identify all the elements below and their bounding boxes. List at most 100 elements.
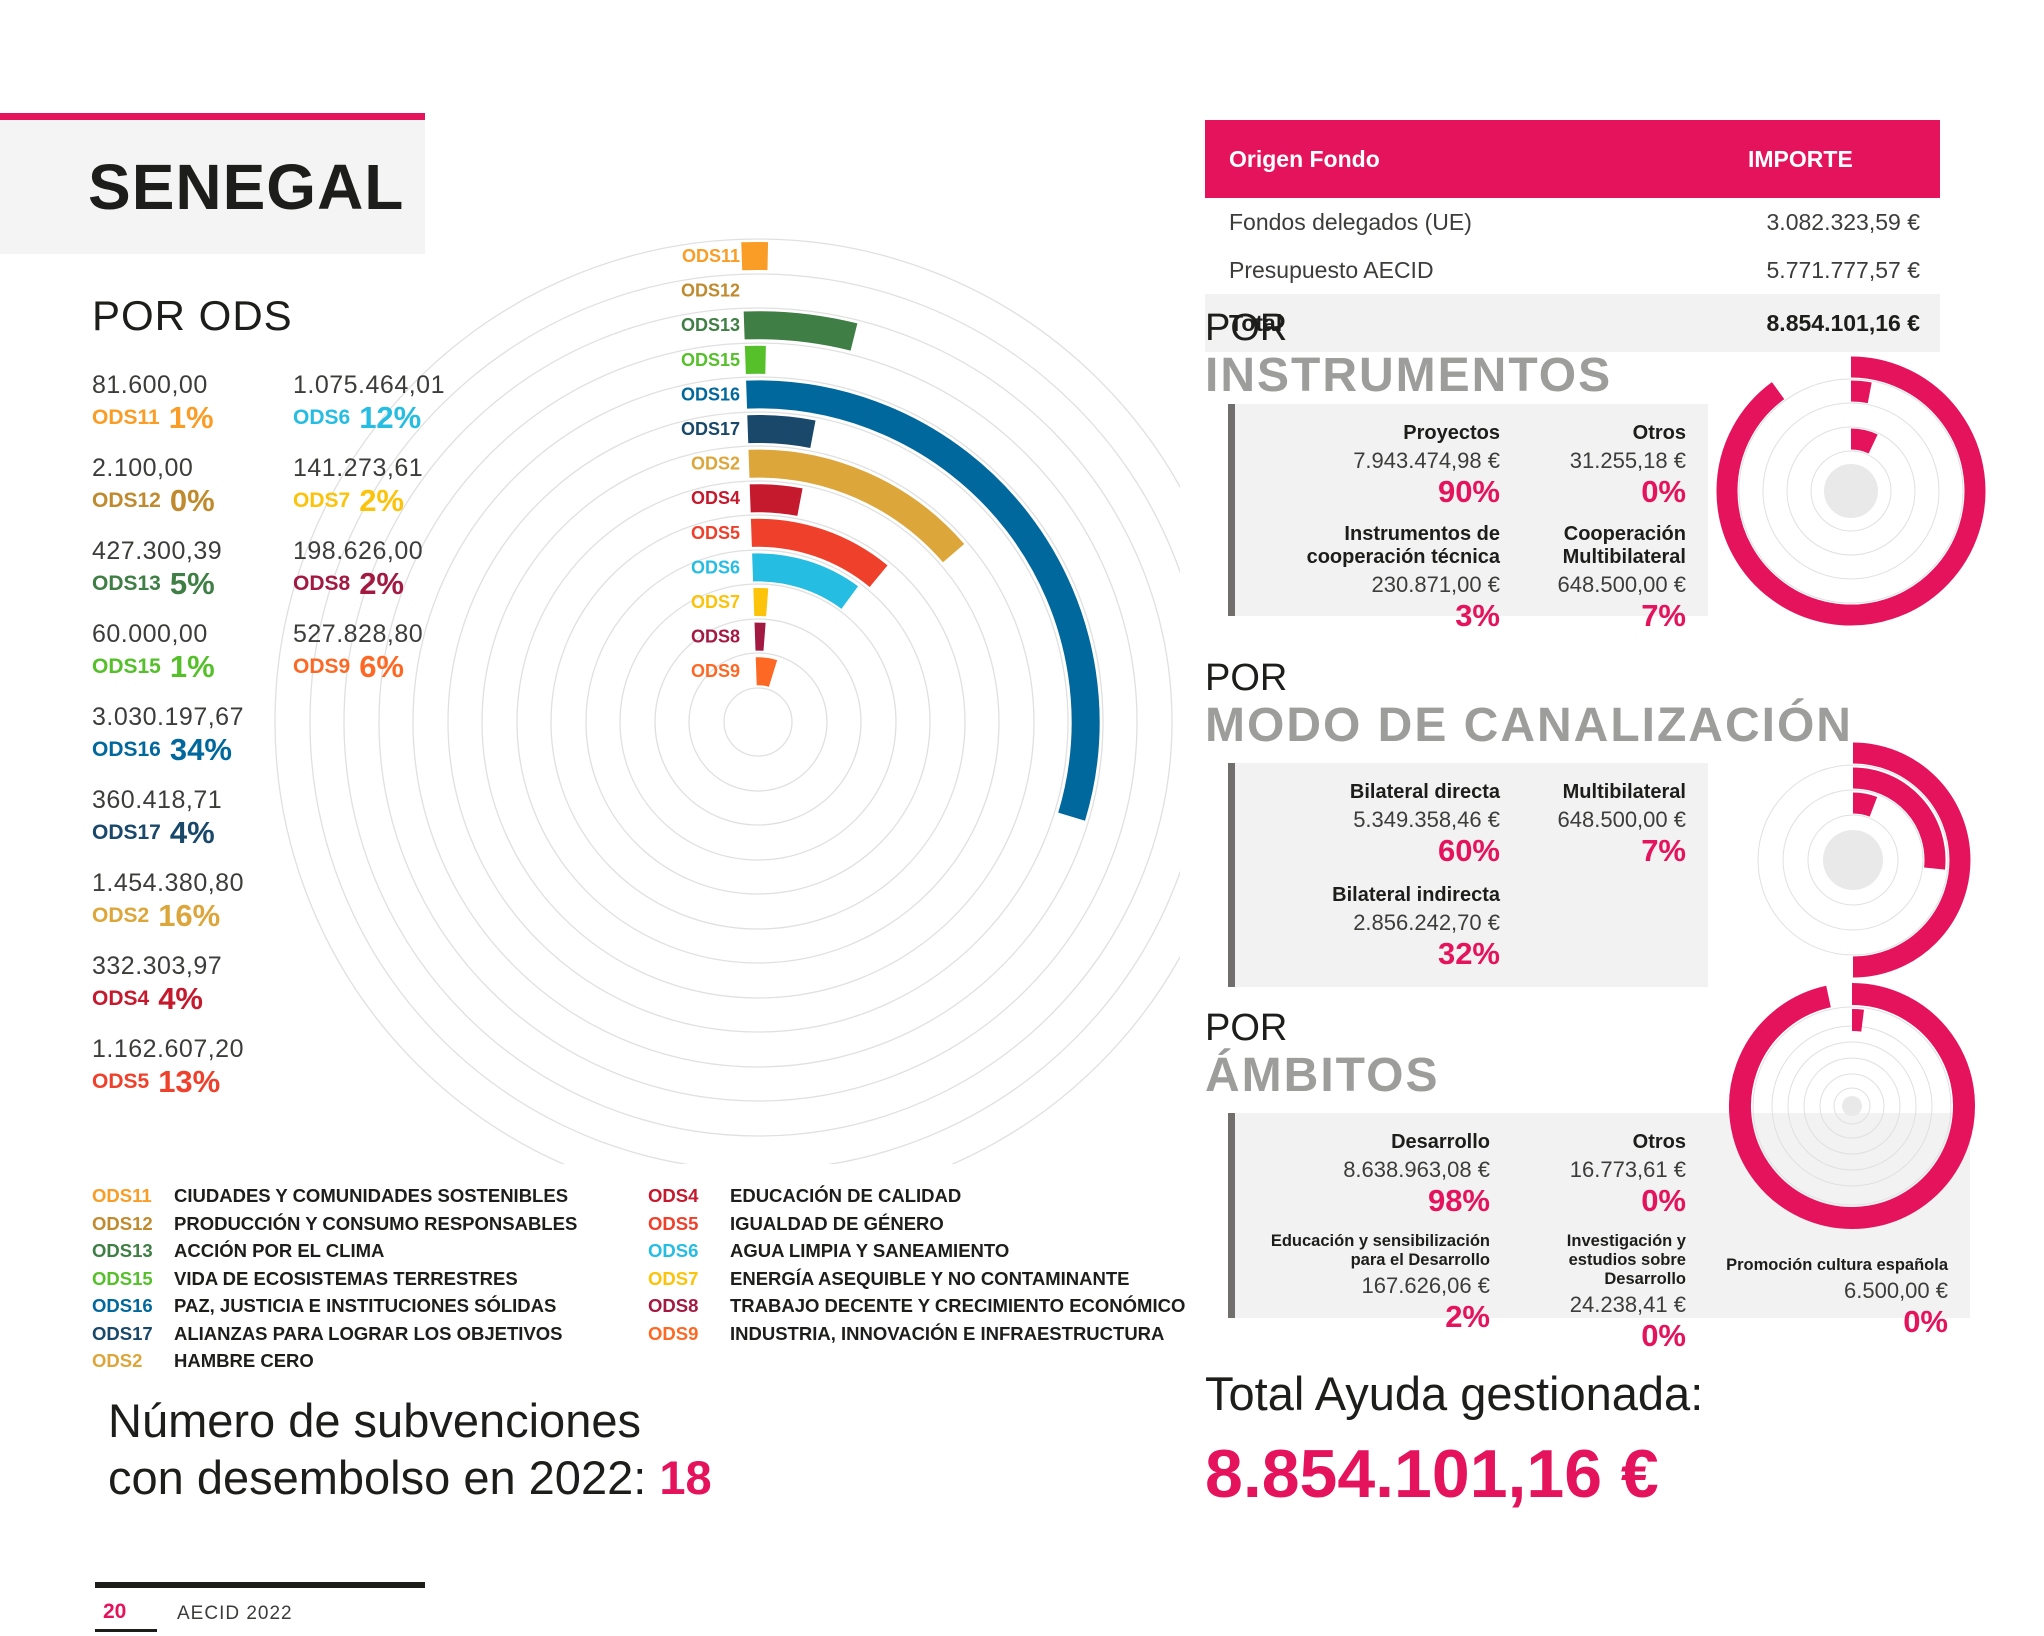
funding-table-header: Origen Fondo IMPORTE: [1205, 120, 1940, 198]
ods-stat-pct: 2%: [359, 566, 404, 601]
ods-legend-column-2: ODS4 EDUCACIÓN DE CALIDAD ODS5 IGUALDAD DE…: [648, 1186, 1185, 1343]
ods-stats-right-column: 1.075.464,01 ODS6 12% 141.273,61 ODS7 2% 198…: [293, 370, 445, 685]
legend-code: ODS9: [648, 1322, 699, 1344]
ods-stat: 360.418,71 ODS17 4%: [92, 785, 244, 851]
svg-text:ODS12: ODS12: [681, 281, 740, 301]
ods-stat-code: ODS8: [293, 572, 351, 595]
stat-block: Desarrollo 8.638.963,08 €98%: [1343, 1131, 1490, 1218]
stat-block: Bilateral indirecta 2.856.242,70 €32%: [1332, 884, 1500, 971]
section-title: ÁMBITOS: [1205, 1049, 1440, 1102]
subvenciones-count: 18: [659, 1451, 712, 1504]
canalizacion-heading: POR MODO DE CANALIZACIÓN: [1205, 656, 1853, 752]
ods-stat-value: 1.454.380,80: [92, 869, 244, 897]
svg-text:ODS16: ODS16: [681, 384, 740, 404]
svg-text:ODS9: ODS9: [691, 661, 740, 681]
legend-code: ODS12: [92, 1212, 153, 1234]
svg-text:ODS17: ODS17: [681, 419, 740, 439]
stat-block: Proyectos 7.943.474,98 €90%: [1353, 422, 1500, 509]
svg-text:ODS8: ODS8: [691, 627, 740, 647]
legend-label: PAZ, JUSTICIA E INSTITUCIONES SÓLIDAS: [174, 1295, 557, 1316]
legend-code: ODS15: [92, 1267, 153, 1289]
ods-stat-pct: 5%: [169, 566, 215, 601]
subvenciones-line1: Número de subvenciones: [108, 1394, 641, 1447]
svg-text:ODS2: ODS2: [691, 454, 740, 474]
ods-stat-value: 360.418,71: [92, 786, 223, 814]
ods-stat: 60.000,00 ODS15 1%: [92, 619, 244, 685]
funding-total-label: Total: [1229, 309, 1283, 336]
ods-stat-pct: 6%: [359, 649, 404, 684]
ods-stat-pct: 0%: [169, 483, 215, 518]
funding-row-label: Presupuesto AECID: [1229, 256, 1434, 283]
stat-block: Bilateral directa 5.349.358,46 €60%: [1349, 781, 1500, 868]
ods-stat-value: 3.030.197,67: [92, 703, 244, 731]
ods-legend-column-1: ODS11 CIUDADES Y COMUNIDADES SOSTENIBLES …: [92, 1186, 577, 1370]
svg-text:ODS15: ODS15: [681, 350, 740, 370]
ods-stat-value: 2.100,00: [92, 454, 194, 482]
ods-stat-value: 198.626,00: [293, 537, 424, 565]
ods-stat-code: ODS15: [92, 655, 161, 678]
total-ayuda: Total Ayuda gestionada: 8.854.101,16 €: [1205, 1366, 1703, 1513]
legend-code: ODS16: [92, 1295, 153, 1316]
stat-block: Otros 31.255,18 €0%: [1569, 422, 1686, 509]
legend-label: PRODUCCIÓN Y CONSUMO RESPONSABLES: [174, 1212, 578, 1234]
funding-total-amount: 8.854.101,16 €: [1766, 309, 1920, 336]
svg-text:ODS11: ODS11: [682, 246, 740, 266]
ods-stat: 2.100,00 ODS12 0%: [92, 453, 244, 519]
section-title: MODO DE CANALIZACIÓN: [1205, 699, 1853, 752]
stat-block: Otros 16.773,61 €0%: [1569, 1131, 1686, 1218]
legend-item: ODS2 HAMBRE CERO: [92, 1351, 577, 1370]
ods-stat-code: ODS11: [92, 406, 160, 429]
legend-label: VIDA DE ECOSISTEMAS TERRESTRES: [174, 1267, 518, 1289]
legend-label: TRABAJO DECENTE Y CRECIMIENTO ECONÓMICO: [730, 1295, 1186, 1316]
funding-table-header-importe: IMPORTE: [1748, 145, 1853, 172]
canalizacion-panel: Bilateral directa 5.349.358,46 €60% Multi…: [1228, 763, 1708, 987]
ods-stat: 1.162.607,20 ODS5 13%: [92, 1034, 244, 1100]
svg-text:ODS6: ODS6: [691, 557, 740, 577]
ods-stat: 1.075.464,01 ODS6 12%: [293, 370, 445, 436]
table-row: Fondos delegados (UE) 3.082.323,59 €: [1205, 198, 1940, 246]
legend-code: ODS2: [92, 1350, 143, 1371]
ods-stat-pct: 2%: [359, 483, 404, 518]
legend-item: ODS6 AGUA LIMPIA Y SANEAMIENTO: [648, 1241, 1185, 1260]
funding-row-label: Fondos delegados (UE): [1229, 208, 1472, 235]
footer-page-number: 20: [103, 1600, 127, 1623]
legend-code: ODS6: [648, 1240, 699, 1261]
legend-item: ODS15 VIDA DE ECOSISTEMAS TERRESTRES: [92, 1269, 577, 1288]
funding-row-amount: 3.082.323,59 €: [1766, 208, 1920, 235]
instrumentos-panel: Proyectos 7.943.474,98 €90% Otros 31.255,1…: [1228, 404, 1708, 633]
legend-item: ODS9 INDUSTRIA, INNOVACIÓN E INFRAESTRUCT…: [648, 1324, 1185, 1343]
ods-stat-value: 1.075.464,01: [293, 371, 445, 399]
por-ods-heading: POR ODS: [92, 292, 293, 339]
total-ayuda-label: Total Ayuda gestionada:: [1205, 1367, 1704, 1420]
legend-item: ODS16 PAZ, JUSTICIA E INSTITUCIONES SÓLID…: [92, 1296, 577, 1315]
funding-table: Origen Fondo IMPORTE Fondos delegados (U…: [1205, 120, 1940, 352]
ods-stat-value: 81.600,00: [92, 371, 208, 399]
stat-block: Cooperación Multibilateral 648.500,00 €7%: [1557, 523, 1686, 634]
ods-stat: 332.303,97 ODS4 4%: [92, 951, 244, 1017]
svg-text:ODS4: ODS4: [691, 488, 740, 508]
legend-label: ALIANZAS PARA LOGRAR LOS OBJETIVOS: [174, 1322, 563, 1344]
ods-stat-value: 60.000,00: [92, 620, 208, 648]
ods-stat-code: ODS4: [92, 987, 150, 1010]
ods-stat-value: 427.300,39: [92, 537, 223, 565]
funding-total-row: Total 8.854.101,16 €: [1205, 294, 1940, 352]
ods-stat-code: ODS5: [92, 1070, 150, 1093]
ods-stat-value: 332.303,97: [92, 952, 223, 980]
instrumentos-heading: POR INSTRUMENTOS: [1205, 306, 1612, 402]
ods-stat: 427.300,39 ODS13 5%: [92, 536, 244, 602]
legend-code: ODS11: [92, 1185, 152, 1206]
ods-stat-code: ODS16: [92, 738, 161, 761]
ods-stat-value: 1.162.607,20: [92, 1035, 244, 1063]
legend-code: ODS4: [648, 1185, 699, 1206]
country-title-box: SENEGAL: [0, 120, 425, 254]
ods-stat-code: ODS6: [293, 406, 351, 429]
legend-label: CIUDADES Y COMUNIDADES SOSTENIBLES: [174, 1185, 569, 1206]
funding-row-amount: 5.771.777,57 €: [1766, 256, 1920, 283]
ods-stat-pct: 12%: [359, 400, 422, 435]
legend-label: IGUALDAD DE GÉNERO: [730, 1212, 944, 1234]
svg-text:ODS7: ODS7: [691, 592, 740, 612]
ods-stat-pct: 1%: [169, 649, 215, 684]
ods-stat-value: 141.273,61: [293, 454, 424, 482]
ods-stat-pct: 16%: [158, 898, 221, 933]
